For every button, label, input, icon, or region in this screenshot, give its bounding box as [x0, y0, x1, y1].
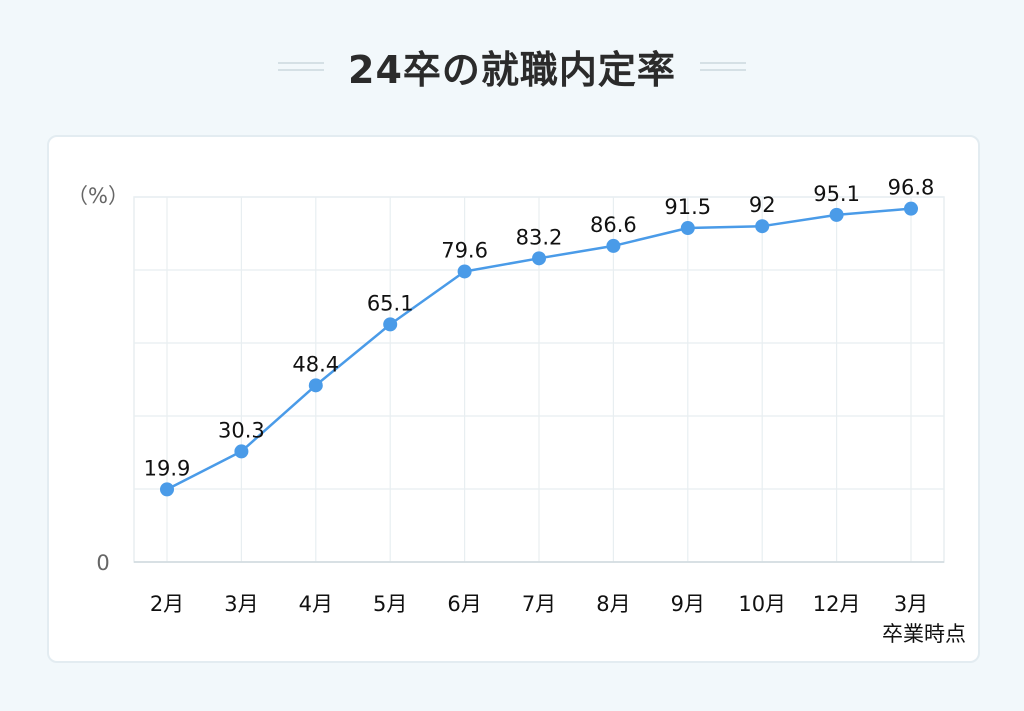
- x-axis-tick-label: 4月: [299, 592, 333, 616]
- x-axis-tick-label: 3月: [894, 592, 928, 616]
- title-decoration-right: [699, 61, 746, 71]
- data-value-label: 83.2: [516, 225, 563, 249]
- x-axis-tick-label: 9月: [671, 592, 705, 616]
- data-point: [234, 444, 249, 459]
- data-value-label: 91.5: [664, 195, 711, 219]
- y-axis-unit-label: （%）: [67, 184, 129, 208]
- data-point: [308, 378, 323, 393]
- data-value-label: 79.6: [441, 238, 488, 262]
- y-axis-zero-label: 0: [96, 551, 109, 575]
- chart-card: [47, 135, 980, 663]
- x-axis-tick-label: 10月: [738, 592, 786, 616]
- title-area: 24卒の就職内定率: [0, 38, 1024, 94]
- data-value-label: 96.8: [888, 176, 935, 200]
- data-value-label: 86.6: [590, 213, 637, 237]
- x-axis-tick-label: 8月: [596, 592, 630, 616]
- data-point: [160, 482, 174, 497]
- x-axis-category-note: 卒業時点: [882, 622, 966, 646]
- data-value-label: 48.4: [292, 352, 339, 376]
- data-value-label: 95.1: [813, 182, 860, 206]
- data-point: [383, 317, 398, 332]
- x-axis-tick-label: 12月: [813, 592, 861, 616]
- data-point: [755, 219, 770, 234]
- x-axis-tick-label: 3月: [224, 592, 258, 616]
- data-value-label: 30.3: [218, 418, 265, 442]
- data-point: [457, 264, 472, 279]
- data-value-label: 65.1: [367, 291, 414, 315]
- data-point: [532, 251, 546, 266]
- chart-title: 24卒の就職内定率: [348, 47, 676, 92]
- data-point: [680, 221, 695, 236]
- data-value-label: 19.9: [144, 456, 191, 480]
- x-axis-tick-label: 7月: [522, 592, 556, 616]
- data-point: [904, 201, 918, 216]
- data-value-label: 92: [749, 193, 776, 217]
- data-point: [829, 207, 844, 222]
- x-axis-tick-label: 5月: [373, 592, 407, 616]
- x-axis-tick-label: 2月: [150, 592, 184, 616]
- data-point: [606, 238, 621, 253]
- title-decoration-left: [278, 61, 325, 71]
- x-axis-tick-label: 6月: [447, 592, 481, 616]
